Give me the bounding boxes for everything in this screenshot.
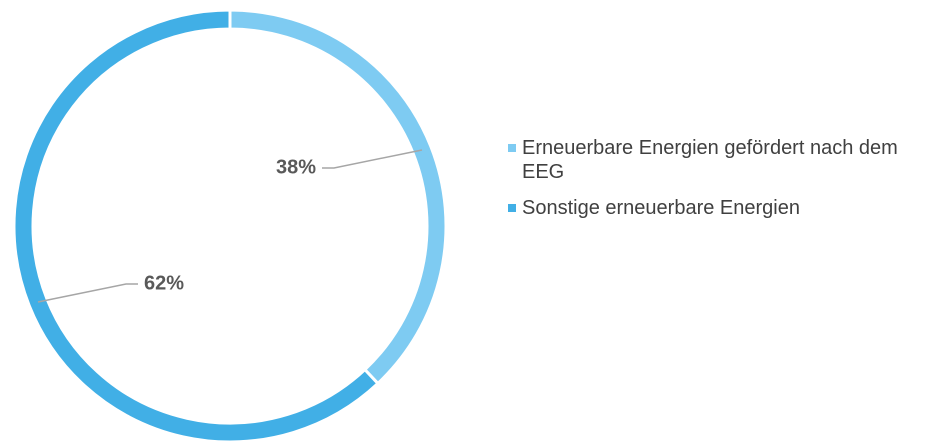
- legend-item: Erneuerbare Energien gefördert nach dem …: [508, 136, 923, 184]
- legend-label: Erneuerbare Energien gefördert nach dem …: [522, 137, 898, 183]
- donut-segment: [12, 8, 380, 441]
- legend-label: Sonstige erneuerbare Energien: [522, 197, 800, 219]
- legend-swatch: [508, 204, 516, 212]
- legend-item: Sonstige erneuerbare Energien: [508, 196, 923, 220]
- data-label: 62%: [144, 272, 184, 294]
- leader-line: [37, 283, 139, 303]
- leader-line: [321, 149, 423, 169]
- legend-swatch: [508, 144, 516, 152]
- legend: Erneuerbare Energien gefördert nach dem …: [508, 136, 923, 232]
- donut-segment: [228, 8, 448, 386]
- data-label: 38%: [276, 156, 316, 178]
